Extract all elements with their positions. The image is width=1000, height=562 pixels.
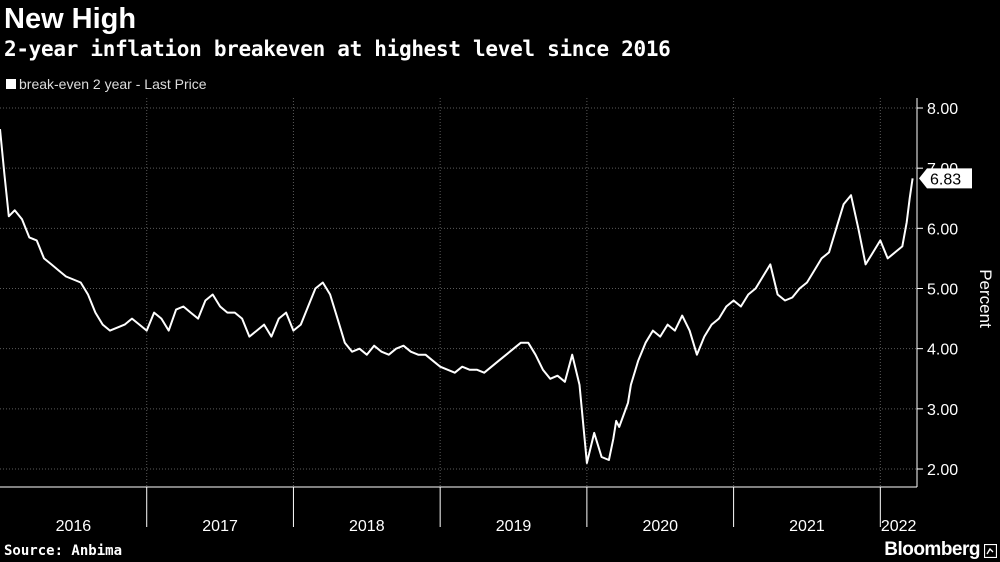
y-axis: 2.003.004.005.006.007.008.00 [916,98,958,487]
last-value-marker [919,168,972,189]
last-value-label: 6.83 [930,171,961,188]
x-tick-label: 2019 [496,518,532,535]
x-tick-label: 2020 [642,518,678,535]
x-tick-label: 2018 [349,518,385,535]
y-tick-label: 2.00 [927,462,958,479]
x-tick-label: 2016 [56,518,92,535]
x-axis: 2016 2017 2018 2019 2020 2021 2022 [0,486,917,535]
y-tick-label: 3.00 [927,402,958,419]
y-tick-label: 6.00 [927,221,958,238]
source-note: Source: Anbima [4,543,123,559]
legend-swatch [6,79,16,89]
grid [0,98,917,487]
y-axis-label: Percent [976,269,995,328]
y-tick-label: 4.00 [927,342,958,359]
chart-subtitle: 2-year inflation breakeven at highest le… [4,37,671,61]
chart-title: New High [4,3,137,35]
x-tick-label: 2022 [881,518,917,535]
x-tick-label: 2017 [202,518,238,535]
series-line [0,129,914,464]
series-group [0,129,914,464]
x-tick-label: 2021 [789,518,825,535]
y-tick-label: 5.00 [927,282,958,299]
y-tick-label: 8.00 [927,101,958,118]
last-value-group: 6.83 [919,168,972,189]
legend-label: break-even 2 year - Last Price [19,76,207,92]
terminal-icon [984,544,997,558]
bloomberg-logo: Bloomberg [884,539,980,560]
legend: break-even 2 year - Last Price [6,74,207,94]
